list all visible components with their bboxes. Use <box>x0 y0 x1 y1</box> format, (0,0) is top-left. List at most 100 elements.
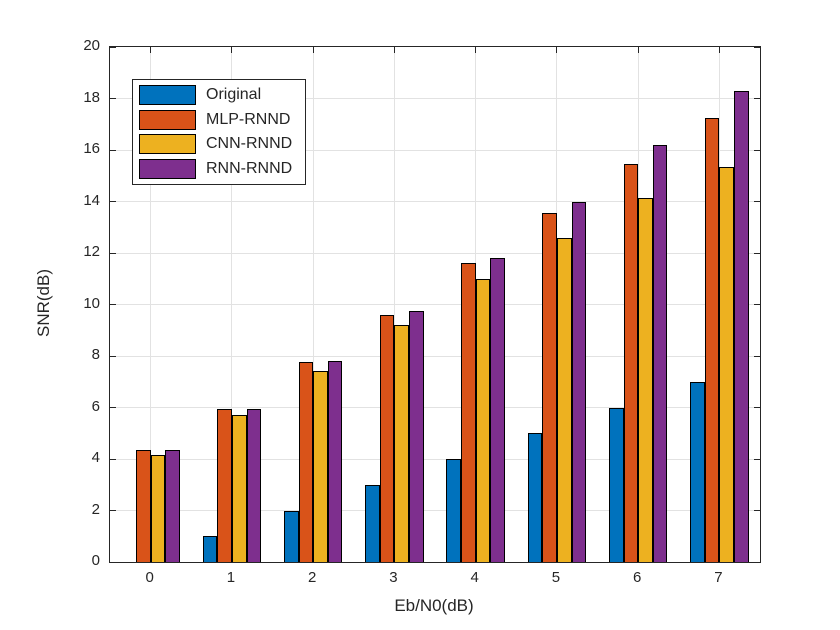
y-tick-right <box>754 458 760 460</box>
bar-mlp-rnnd-7 <box>704 117 720 562</box>
x-tick-top <box>393 47 395 53</box>
legend-label: RNN-RNND <box>206 159 293 177</box>
bar-cnn-rnnd-6 <box>638 197 653 562</box>
y-tick-right <box>754 510 760 511</box>
bar-cnn-rnnd-3 <box>394 325 409 562</box>
bar-rnn-rnnd-4 <box>490 258 505 562</box>
gridline-horizontal <box>110 98 760 99</box>
x-tick-top <box>718 47 720 53</box>
y-tick-right <box>754 252 760 254</box>
gridline-horizontal <box>110 149 760 151</box>
bar-cnn-rnnd-2 <box>313 371 328 562</box>
x-tick-label: 7 <box>714 569 723 586</box>
legend-swatch-cnn-rnnd <box>139 134 196 155</box>
y-tick-label: 2 <box>91 500 100 518</box>
y-tick-left <box>110 561 116 563</box>
y-tick-label: 0 <box>91 552 100 569</box>
bar-cnn-rnnd-4 <box>475 278 491 562</box>
bar-mlp-rnnd-0 <box>136 450 151 562</box>
bar-original-4 <box>446 459 461 562</box>
y-tick-right <box>754 561 760 563</box>
x-tick-label: 2 <box>307 569 317 586</box>
gridline-vertical <box>312 47 314 562</box>
y-tick-right <box>754 46 760 48</box>
gridline-vertical <box>393 47 395 562</box>
plot-area <box>109 46 761 563</box>
bar-mlp-rnnd-4 <box>461 263 476 562</box>
legend-swatch-original <box>139 85 196 106</box>
bar-rnn-rnnd-0 <box>165 450 180 562</box>
y-tick-right <box>754 355 760 357</box>
bar-rnn-rnnd-6 <box>652 144 668 562</box>
x-tick-label: 1 <box>226 569 236 586</box>
legend-label: MLP-RNND <box>206 110 291 128</box>
legend-label: Original <box>206 86 262 104</box>
gridline-vertical <box>231 47 233 562</box>
y-tick-left <box>110 458 116 460</box>
bar-original-1 <box>202 536 218 562</box>
y-tick-left <box>110 98 116 99</box>
bar-original-3 <box>365 484 380 562</box>
x-tick-label: 3 <box>389 569 398 586</box>
gridline-horizontal <box>110 355 760 357</box>
bar-rnn-rnnd-2 <box>327 361 343 562</box>
bar-original-7 <box>690 381 705 562</box>
gridline-horizontal <box>110 407 760 408</box>
y-tick-left <box>110 149 116 151</box>
bar-rnn-rnnd-5 <box>571 201 587 562</box>
y-tick-right <box>754 98 760 99</box>
bar-original-2 <box>283 510 299 562</box>
bar-rnn-rnnd-1 <box>246 408 262 562</box>
x-tick-label: 6 <box>632 569 642 586</box>
y-tick-right <box>754 201 760 202</box>
x-tick-top <box>231 47 233 53</box>
bar-mlp-rnnd-2 <box>298 362 314 562</box>
bar-cnn-rnnd-7 <box>719 166 734 562</box>
x-tick-label: 4 <box>470 569 479 586</box>
gridline-horizontal <box>110 510 760 511</box>
legend-row: Original <box>139 83 292 108</box>
y-tick-label: 6 <box>91 397 100 415</box>
x-tick-top <box>150 47 152 53</box>
y-tick-label: 18 <box>83 88 100 106</box>
y-tick-left <box>110 407 116 408</box>
y-tick-left <box>110 510 116 511</box>
bar-mlp-rnnd-1 <box>217 408 232 562</box>
y-tick-label: 12 <box>83 243 100 260</box>
y-tick-right <box>754 407 760 408</box>
bar-original-5 <box>527 433 543 562</box>
y-tick-right <box>754 304 760 305</box>
legend-row: RNN-RNND <box>139 157 292 182</box>
bar-rnn-rnnd-7 <box>734 90 749 562</box>
y-tick-left <box>110 201 116 202</box>
bar-cnn-rnnd-0 <box>150 455 166 562</box>
legend-row: MLP-RNND <box>139 108 292 133</box>
y-tick-label: 14 <box>83 191 100 209</box>
y-tick-left <box>110 252 116 254</box>
y-tick-label: 20 <box>83 37 100 54</box>
bar-mlp-rnnd-5 <box>542 213 557 562</box>
bar-mlp-rnnd-6 <box>623 164 639 562</box>
x-tick-top <box>312 47 314 53</box>
gridline-vertical <box>150 47 152 562</box>
legend-row: CNN-RNND <box>139 132 292 157</box>
gridline-horizontal <box>110 252 760 254</box>
y-axis-label: SNR(dB) <box>34 268 53 338</box>
bar-rnn-rnnd-3 <box>409 310 424 562</box>
bar-cnn-rnnd-1 <box>231 415 247 562</box>
y-tick-label: 10 <box>83 294 100 312</box>
y-tick-left <box>110 46 116 48</box>
y-tick-label: 8 <box>91 346 100 363</box>
legend: Original MLP-RNND CNN-RNND RNN-RNND <box>132 79 307 185</box>
gridline-horizontal <box>110 304 760 305</box>
x-axis-label: Eb/N0(dB) <box>394 596 474 615</box>
legend-swatch-rnn-rnnd <box>139 158 196 179</box>
bar-mlp-rnnd-3 <box>379 314 395 562</box>
x-tick-label: 5 <box>551 569 561 586</box>
legend-label: CNN-RNND <box>206 135 293 153</box>
gridline-horizontal <box>110 458 760 460</box>
x-tick-label: 0 <box>145 569 154 586</box>
x-tick-top <box>556 47 558 53</box>
bar-cnn-rnnd-5 <box>556 237 572 562</box>
